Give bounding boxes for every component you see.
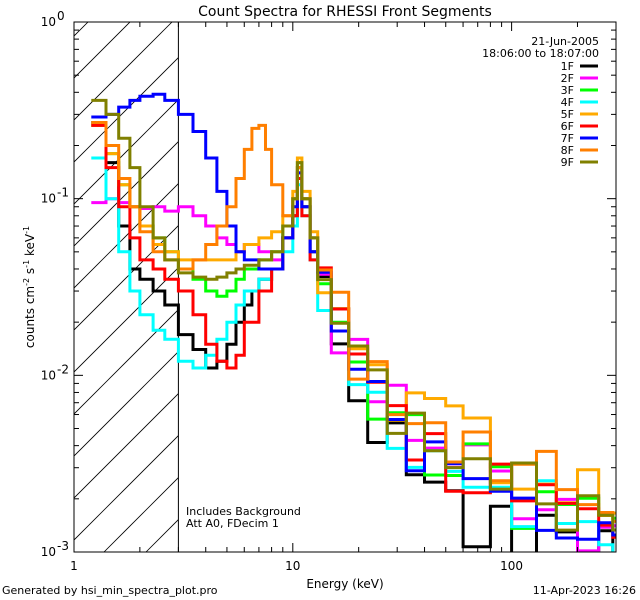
hatch-line [74,57,179,163]
axis-ticks [73,22,617,553]
date-label: 21-Jun-2005 [531,35,599,48]
y-tick-label: 10 [41,15,56,29]
hatch-line [74,183,179,289]
y-tick-label: 10 [41,192,56,206]
hatch-line [440,0,640,552]
legend-label-4F: 4F [561,96,574,109]
legend-label-7F: 7F [561,132,574,145]
legend-label-6F: 6F [561,120,574,133]
y-tick-exponent: -1 [57,186,69,200]
x-axis-label: Energy (keV) [306,577,383,591]
hatch-line [74,22,173,121]
y-tick-exponent: 0 [57,9,65,23]
legend-label-2F: 2F [561,72,574,85]
hatch-line [103,477,179,552]
series-9F-line [91,98,616,532]
time-range-label: 18:06:00 to 18:07:00 [482,47,599,60]
hatch-line [74,99,179,205]
y-tick-label: 10 [41,545,56,559]
note-attenuator: Att A0, FDecim 1 [186,517,279,530]
hatch-line [608,0,640,552]
legend-label-3F: 3F [561,84,574,97]
hatch-line [74,393,179,499]
legend-label-8F: 8F [561,144,574,157]
hatch-line [74,309,179,415]
y-axis-label: counts cm-2 s-1 keV-1 [22,226,37,348]
y-tick-label: 10 [41,368,56,382]
y-tick-exponent: -3 [57,539,69,553]
hatch-line [398,0,640,552]
hatch-line [74,22,131,79]
footer-generated-by: Generated by hsi_min_spectra_plot.pro [2,584,218,597]
note-background: Includes Background [186,505,301,518]
x-tick-label: 1 [70,559,78,573]
series-6F-line [91,123,616,539]
footer-timestamp: 11-Apr-2023 16:26 [533,584,636,597]
hatch-line [0,0,74,552]
legend-label-5F: 5F [561,108,574,121]
y-tick-exponent: -2 [57,362,69,376]
chart-title: Count Spectra for RHESSI Front Segments [198,4,492,20]
legend-label-1F: 1F [561,60,574,73]
hatch-line [74,141,179,247]
hatch-line [74,435,179,541]
x-tick-label: 10 [285,559,300,573]
series-4F-line [91,156,615,552]
hatch-line [0,0,116,552]
hatch-line [74,351,179,457]
legend-label-9F: 9F [561,156,574,169]
x-tick-label: 100 [500,559,523,573]
plot-frame [73,21,617,553]
